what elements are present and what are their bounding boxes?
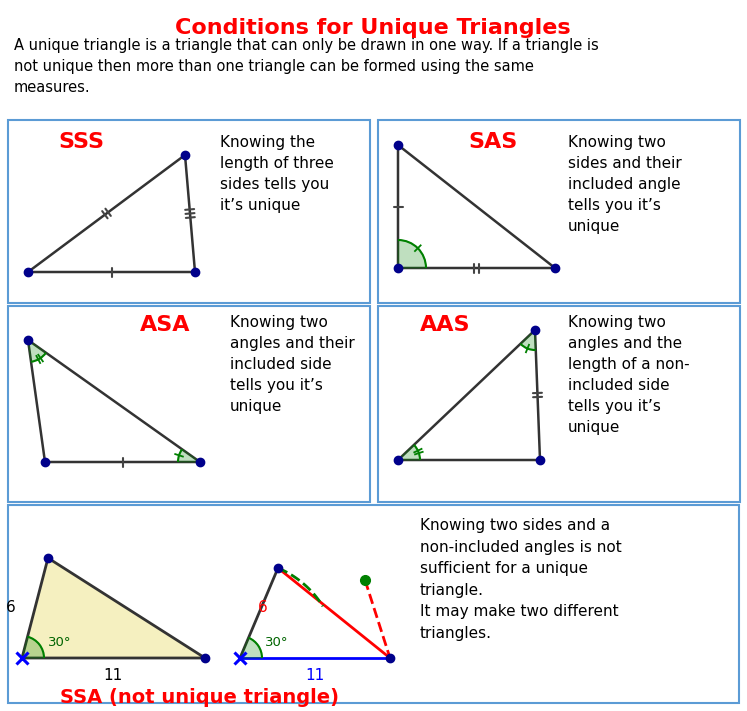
FancyBboxPatch shape [8, 120, 370, 303]
Text: 11: 11 [103, 668, 123, 683]
Text: A unique triangle is a triangle that can only be drawn in one way. If a triangle: A unique triangle is a triangle that can… [14, 38, 599, 95]
Polygon shape [178, 449, 200, 462]
Text: Knowing two
angles and the
length of a non-
included side
tells you it’s
unique: Knowing two angles and the length of a n… [568, 315, 689, 435]
Polygon shape [398, 445, 420, 460]
Polygon shape [240, 638, 262, 658]
FancyBboxPatch shape [8, 505, 739, 703]
Text: 6: 6 [6, 601, 16, 616]
Text: Knowing two
angles and their
included side
tells you it’s
unique: Knowing two angles and their included si… [230, 315, 355, 414]
Text: 6: 6 [258, 601, 267, 616]
Text: Knowing the
length of three
sides tells you
it’s unique: Knowing the length of three sides tells … [220, 135, 334, 213]
Polygon shape [28, 340, 46, 362]
Text: SAS: SAS [468, 132, 517, 152]
Polygon shape [521, 330, 536, 350]
Text: AAS: AAS [420, 315, 471, 335]
Text: SSS: SSS [58, 132, 104, 152]
Text: Conditions for Unique Triangles: Conditions for Unique Triangles [176, 18, 571, 38]
Polygon shape [398, 240, 426, 268]
FancyBboxPatch shape [8, 306, 370, 502]
FancyBboxPatch shape [378, 120, 740, 303]
Text: Knowing two sides and a
non-included angles is not
sufficient for a unique
trian: Knowing two sides and a non-included ang… [420, 518, 622, 641]
FancyBboxPatch shape [378, 306, 740, 502]
Text: SSA (not unique triangle): SSA (not unique triangle) [61, 688, 339, 707]
Text: 30°: 30° [48, 636, 72, 650]
Polygon shape [22, 558, 205, 658]
Text: ASA: ASA [140, 315, 190, 335]
Polygon shape [22, 637, 44, 658]
Text: 11: 11 [306, 668, 325, 683]
Text: Knowing two
sides and their
included angle
tells you it’s
unique: Knowing two sides and their included ang… [568, 135, 682, 234]
Text: 30°: 30° [265, 636, 288, 650]
